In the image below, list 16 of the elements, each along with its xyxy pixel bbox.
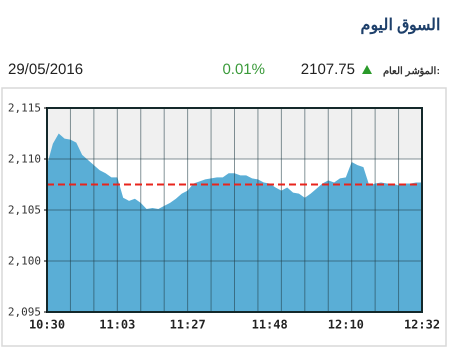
x-tick-label: 11:03	[99, 318, 136, 332]
x-tick-label: 10:30	[28, 318, 66, 332]
text: المؤشر العام:	[382, 66, 440, 77]
x-tick-label: 12:32	[404, 318, 440, 332]
y-tick-label: 2,095	[8, 306, 41, 319]
x-tick-label: 11:27	[170, 318, 206, 332]
text: 2107.75	[300, 61, 355, 78]
x-tick-label: 12:10	[328, 318, 364, 332]
chart-title: السوق اليوم	[360, 17, 440, 35]
y-tick-label: 2,115	[8, 102, 41, 115]
y-tick-label: 2,110	[8, 152, 41, 166]
x-tick-label: 11:48	[252, 318, 288, 332]
y-tick-label: 2,105	[8, 204, 41, 217]
text: 29/05/2016	[8, 61, 84, 78]
y-tick-label: 2,100	[8, 254, 41, 268]
text: 0.01%	[222, 61, 265, 78]
